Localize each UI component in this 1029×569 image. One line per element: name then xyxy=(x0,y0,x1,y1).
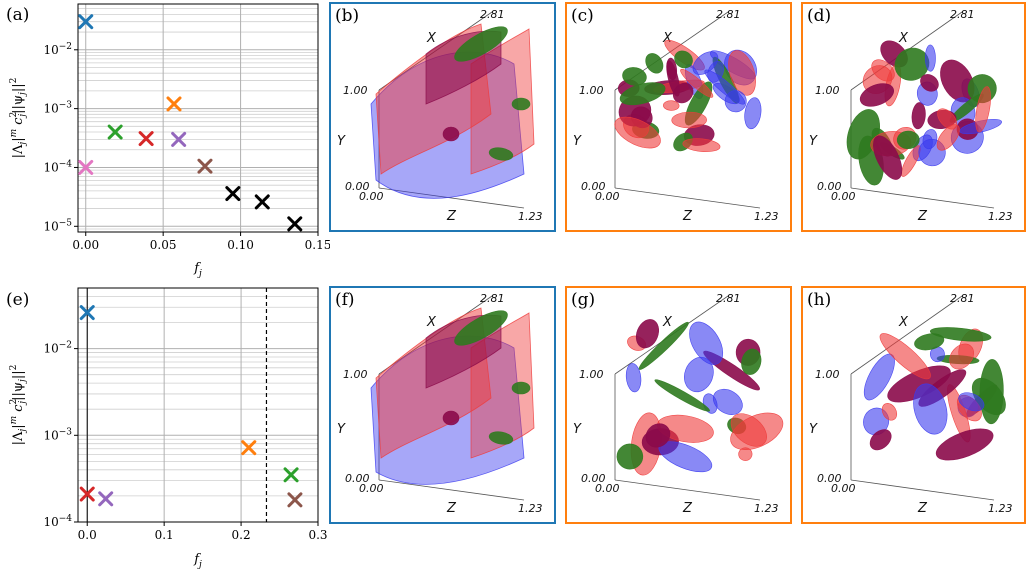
origin-z-label: 0.00 xyxy=(831,482,856,495)
origin-z-label: 0.00 xyxy=(831,190,856,203)
isosurface-blob xyxy=(642,50,666,76)
panel-label-b: (b) xyxy=(335,6,359,26)
y-max-label: 1.00 xyxy=(343,84,368,97)
y-tick-label: 10−3 xyxy=(43,427,72,442)
panel-label-c: (c) xyxy=(571,6,594,26)
isosurface-blob xyxy=(925,45,935,71)
isosurface-blob xyxy=(682,137,721,153)
z-axis-letter: Z xyxy=(446,209,457,224)
isosurface-view: 2.81 X 1.00 Y 0.000.00 Z 1.23 xyxy=(567,4,790,230)
green-isosurface xyxy=(512,98,530,110)
z-axis-letter: Z xyxy=(682,209,693,224)
x-tick-label: 0.10 xyxy=(227,238,254,252)
y-tick-label: 10−5 xyxy=(43,218,72,233)
y-axis-letter: Y xyxy=(337,422,346,437)
z-axis-letter: Z xyxy=(917,501,928,516)
z-max-label: 1.23 xyxy=(518,502,543,515)
grid xyxy=(78,288,318,522)
axes-frame xyxy=(78,288,318,522)
z-axis-letter: Z xyxy=(917,209,928,224)
x-tick-label: 0.2 xyxy=(232,528,251,542)
y-axis-letter: Y xyxy=(809,422,818,437)
panel-label-h: (h) xyxy=(807,290,831,310)
data-point xyxy=(285,469,297,481)
y-tick-label: 10−2 xyxy=(43,42,72,57)
isosurface-panel-f: 2.81 X 1.00 Y 0.00 0.00 Z 1.23 (f) xyxy=(329,286,556,524)
x-axis-label: fj xyxy=(193,261,202,279)
x-tick-label: 0.1 xyxy=(155,528,174,542)
x-axis-letter: X xyxy=(898,315,909,330)
x-axis-letter: X xyxy=(662,315,673,330)
grid xyxy=(78,4,318,232)
origin-z-label: 0.00 xyxy=(359,190,384,203)
data-point xyxy=(227,188,239,200)
y-tick-label: 10−4 xyxy=(43,159,72,174)
y-axis-label: |Λj|m c2j||ψj||2 xyxy=(9,78,28,159)
z-max-label: 1.23 xyxy=(518,210,543,223)
panel-label-d: (d) xyxy=(807,6,831,26)
z-axis-letter: Z xyxy=(446,501,457,516)
isosurface-view: 2.81 X 1.00 Y 0.000.00 Z 1.23 xyxy=(331,4,554,230)
scatter-plot-e: 0.0 0.1 0.2 0.3 10−4 10−3 10−2 |Λj|m c2j||ψj||2… xyxy=(0,285,330,569)
y-tick-label: 10−4 xyxy=(43,514,72,529)
y-max-label: 1.00 xyxy=(815,84,840,97)
panel-label-f: (f) xyxy=(335,290,355,310)
isosurface-view: 2.81 X 1.00 Y 0.000.00 Z 1.23 xyxy=(331,288,554,522)
z-max-label: 1.23 xyxy=(988,502,1013,515)
green-isosurface xyxy=(512,382,530,394)
x-max-label: 2.81 xyxy=(716,8,741,21)
x-tick-label: 0.00 xyxy=(72,238,99,252)
y-max-label: 1.00 xyxy=(343,368,368,381)
isosurface-view: 2.81 X 1.00 Y 0.000.00 Z 1.23 xyxy=(567,288,790,522)
purple-isosurface xyxy=(443,411,459,425)
isosurface-panel-h: 2.81 X 1.00 Y 0.00 0.00 Z 1.23 (h) xyxy=(801,286,1026,524)
panel-label-g: (g) xyxy=(571,290,595,310)
y-axis-letter: Y xyxy=(809,134,818,149)
isosurface-panel-d: 2.81 X 1.00 Y 0.00 0.00 Z 1.23 (d) xyxy=(801,2,1026,232)
y-tick-label: 10−2 xyxy=(43,341,72,356)
y-axis-letter: Y xyxy=(573,134,582,149)
y-axis-letter: Y xyxy=(337,134,346,149)
y-tick-label: 10−3 xyxy=(43,101,72,116)
y-max-label: 1.00 xyxy=(815,368,840,381)
data-point xyxy=(289,218,301,230)
y-axis-letter: Y xyxy=(573,422,582,437)
x-axis-label: fj xyxy=(193,552,202,569)
y-max-label: 1.00 xyxy=(579,368,604,381)
x-axis-letter: X xyxy=(426,315,437,330)
x-tick-label: 0.0 xyxy=(78,528,97,542)
purple-isosurface xyxy=(443,127,459,141)
isosurface-panel-g: 2.81 X 1.00 Y 0.00 0.00 Z 1.23 (g) xyxy=(565,286,792,524)
z-max-label: 1.23 xyxy=(754,210,779,223)
isosurface-blob xyxy=(911,102,927,130)
scatter-plot-a: 0.00 0.05 0.10 0.15 10−5 10−4 10−3 10−2 |Λj|m c2… xyxy=(0,0,330,285)
z-axis-letter: Z xyxy=(682,501,693,516)
x-tick-label: 0.15 xyxy=(305,238,330,252)
isosurface-blob xyxy=(672,112,707,128)
z-max-label: 1.23 xyxy=(988,210,1013,223)
x-tick-label: 0.05 xyxy=(150,238,177,252)
x-axis-letter: X xyxy=(898,31,909,46)
data-point xyxy=(140,133,152,145)
x-tick-label: 0.3 xyxy=(308,528,327,542)
x-max-label: 2.81 xyxy=(716,292,741,305)
isosurface-panel-c: 2.81 X 1.00 Y 0.00 0.00 Z 1.23 (c) xyxy=(565,2,792,232)
x-max-label: 2.81 xyxy=(950,292,975,305)
data-point xyxy=(256,196,268,208)
origin-z-label: 0.00 xyxy=(595,482,620,495)
z-max-label: 1.23 xyxy=(754,502,779,515)
isosurface-view: 2.81 X 1.00 Y 0.000.00 Z 1.23 xyxy=(803,4,1024,230)
isosurface-panel-b: 2.81 X 1.00 Y 0.00 0.00 Z 1.23 (b) xyxy=(329,2,556,232)
y-max-label: 1.00 xyxy=(579,84,604,97)
origin-z-label: 0.00 xyxy=(595,190,620,203)
isosurface-view: 2.81 X 1.00 Y 0.000.00 Z 1.23 xyxy=(803,288,1024,522)
x-max-label: 2.81 xyxy=(480,8,505,21)
y-axis-label: |Λj|m c2j||ψj||2 xyxy=(9,365,28,446)
x-max-label: 2.81 xyxy=(480,292,505,305)
data-point xyxy=(100,493,112,505)
origin-z-label: 0.00 xyxy=(359,482,384,495)
x-axis-letter: X xyxy=(426,31,437,46)
isosurface-blob xyxy=(897,131,920,149)
x-max-label: 2.81 xyxy=(950,8,975,21)
